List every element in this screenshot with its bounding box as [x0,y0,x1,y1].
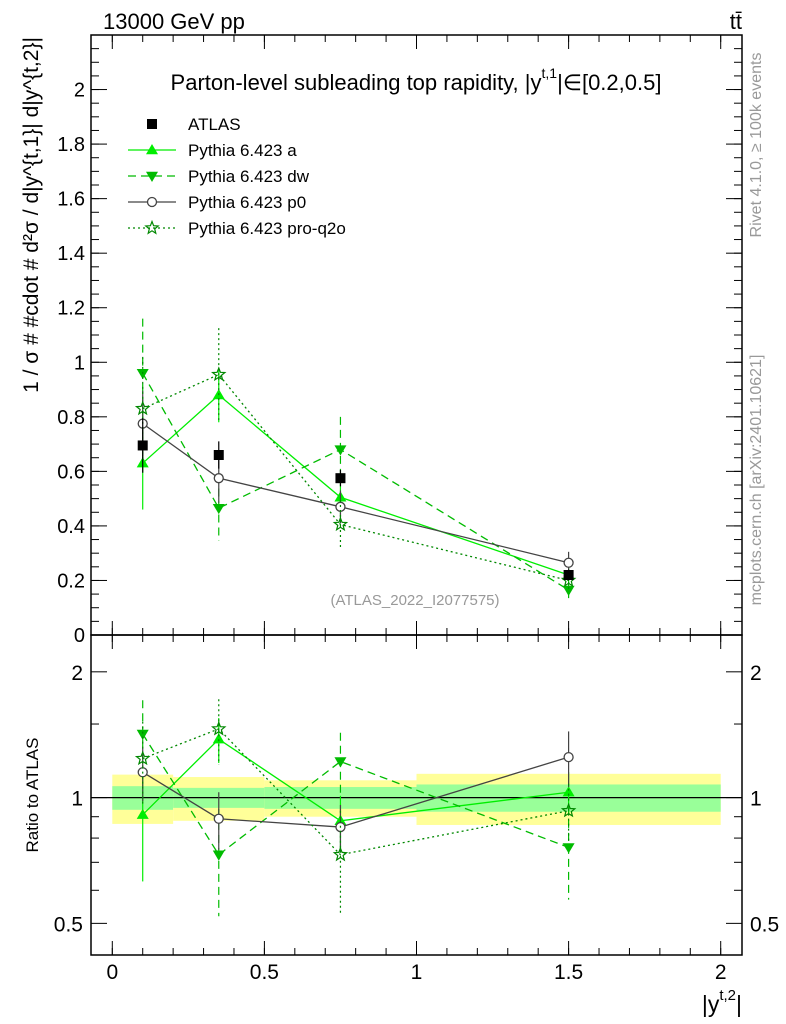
legend-label: Pythia 6.423 pro-q2o [188,219,346,238]
legend-marker-atlas [147,119,157,129]
series-layer [134,318,577,917]
analysis-watermark: (ATLAS_2022_I2077575) [330,592,499,609]
ratio-uncertainty-bands [112,773,721,825]
ratio-line-pythia-6-423-dw [142,733,569,856]
y-tick-label: 0.4 [57,516,85,538]
legend: ATLAS Pythia 6.423 a Pythia 6.423 dw Pythia… [128,115,346,238]
ratio-point [562,843,575,854]
chart-title: Parton-level subleading top rapidity, |y… [171,65,662,95]
atlas-point [213,450,224,460]
process-label: tt̄ [730,9,742,34]
series-pythia-6-423-dw [136,318,575,917]
series-point [334,445,347,456]
ratio-point [212,850,225,861]
legend-marker [146,171,158,182]
y-tick-label: 1.6 [57,189,85,211]
series-point [212,503,225,515]
ratio-tick-label: 1 [750,788,762,811]
axis-ticks: 0 0.5 1 1.5 2 0 0.2 0.4 0.6 0.8 1 1.2 1.4 1.6 1.8 2 0.5 0… [54,35,779,984]
mcplots-label: mcplots.cern.ch [arXiv:2401.10621] [748,355,765,606]
x-tick-label: 0 [106,961,118,984]
ratio-point [134,750,151,766]
series-line-pythia-6-423-pro-q2o [142,373,569,582]
x-tick-label: 1.5 [554,961,583,984]
series-point [213,473,224,484]
ratio-point [563,751,574,763]
ratio-point [136,808,149,819]
series-point [332,516,349,532]
series-line-pythia-6-423-dw [142,372,569,591]
ratio-tick-label: 2 [750,662,762,685]
ratio-point [213,813,224,824]
x-tick-label: 2 [715,961,727,984]
y-axis-label: 1 / σ # #cdot # d²σ / d|y^{t,1}| d|y^{t,… [20,37,43,393]
legend-label: Pythia 6.423 dw [188,167,310,186]
ratio-line-pythia-6-423-p0 [142,756,569,828]
legend-marker [146,144,158,155]
ratio-tick-label: 1 [71,788,83,811]
series-point [563,557,574,568]
ratio-line-pythia-6-423-a [142,738,569,822]
x-tick-label: 0.5 [250,961,279,984]
series-pythia-6-423-p0 [137,390,574,853]
series-point [136,368,149,380]
series-point [562,585,575,596]
rivet-label: Rivet 4.1.0, ≥ 100k events [748,53,765,238]
x-axis-label: |yt,2| [702,987,742,1017]
ratio-tick-label: 0.5 [750,913,779,936]
series-line-pythia-6-423-p0 [142,423,569,564]
atlas-data-layer [137,418,574,581]
chart-title-sup: t,1 [542,65,558,81]
x-axis-label-sup: t,2 [719,987,736,1004]
y-tick-label: 0.8 [57,407,85,429]
y-tick-label: 1 [74,352,85,374]
ratio-point [211,720,227,736]
y-tick-label: 1.8 [57,134,85,156]
legend-marker [146,196,158,208]
ratio-point [560,802,577,818]
series-point [134,400,151,416]
y-tick-label: 2 [74,80,85,102]
ratio-line-pythia-6-423-pro-q2o [142,728,569,856]
series-pythia-6-423-pro-q2o [134,328,577,913]
y-tick-label: 1.2 [57,298,85,320]
ratio-y-axis-label: Ratio to ATLAS [23,738,42,853]
y-tick-label: 1.4 [57,243,85,265]
atlas-point [137,440,148,451]
legend-label: Pythia 6.423 p0 [188,193,306,212]
x-tick-label: 1 [411,961,423,984]
ratio-tick-label: 2 [71,662,83,685]
y-tick-label: 0 [74,625,85,647]
legend-label: Pythia 6.423 a [188,141,297,160]
y-tick-label: 0.2 [57,570,85,592]
legend-marker [144,219,160,235]
series-line-pythia-6-423-a [142,394,569,576]
energy-label: 13000 GeV pp [103,9,245,34]
series-point [211,366,227,382]
ratio-point [332,846,349,862]
atlas-point [563,570,574,580]
ratio-tick-label: 0.5 [54,913,83,936]
ratio-point [212,733,225,744]
legend-label-atlas: ATLAS [188,115,241,134]
y-tick-label: 0.6 [57,461,85,483]
ratio-point [562,786,575,797]
ratio-point [334,757,347,768]
atlas-point [335,473,346,484]
ratio-point [136,729,149,740]
